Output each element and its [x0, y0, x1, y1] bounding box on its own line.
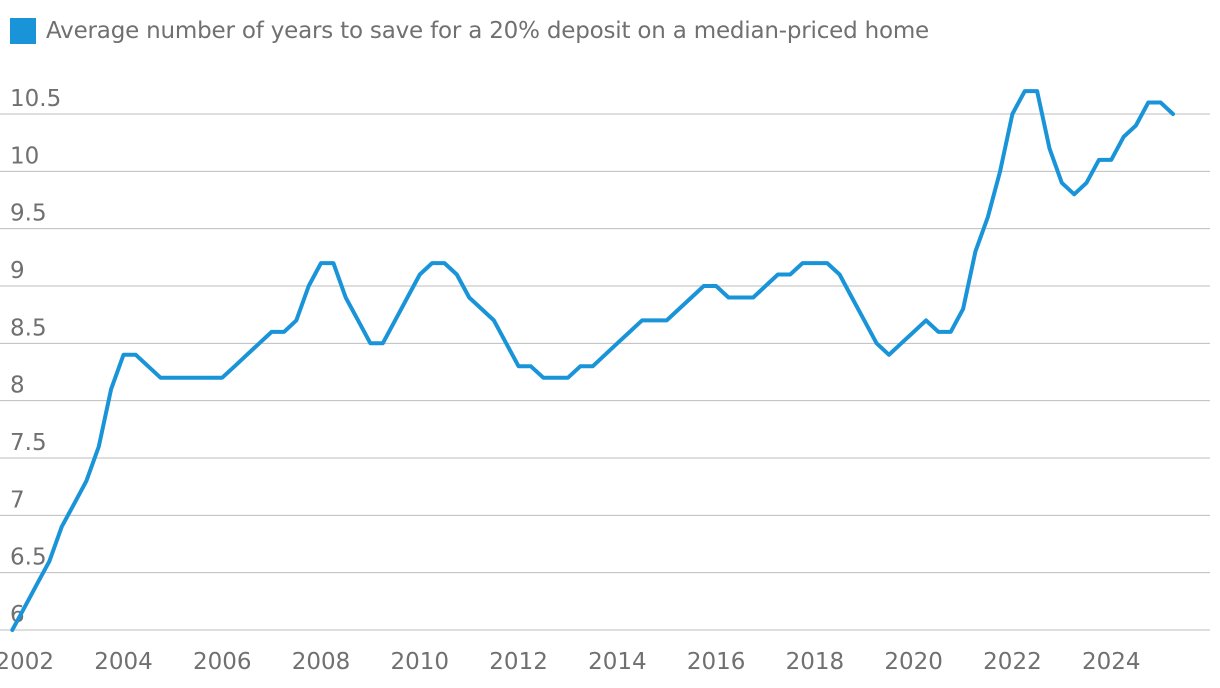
- x-tick-label: 2008: [292, 649, 351, 675]
- x-tick-label: 2010: [391, 649, 450, 675]
- x-tick-label: 2022: [983, 649, 1042, 675]
- series-line: [10, 89, 1175, 632]
- x-tick-label: 2020: [884, 649, 943, 675]
- x-tick-label: 2018: [786, 649, 845, 675]
- y-tick-label: 6.5: [10, 545, 47, 571]
- y-tick-label: 8.5: [10, 315, 47, 341]
- y-tick-label: 10.5: [10, 86, 61, 112]
- y-tick-label: 6: [10, 602, 25, 628]
- y-tick-label: 10: [10, 143, 39, 169]
- y-tick-label: 7: [10, 487, 25, 513]
- y-tick-label: 9: [10, 258, 25, 284]
- x-tick-label: 2024: [1082, 649, 1141, 675]
- legend-swatch: [10, 18, 36, 44]
- x-tick-label: 2006: [193, 649, 252, 675]
- y-tick-label: 8: [10, 373, 25, 399]
- x-tick-label: 2014: [588, 649, 647, 675]
- x-axis-labels: 2002 2004 2006 2008 2010 2012 2014 2016 2018 2020…: [0, 649, 1140, 675]
- legend: Average number of years to save for a 20…: [10, 16, 929, 46]
- x-tick-label: 2016: [687, 649, 746, 675]
- legend-label: Average number of years to save for a 20…: [46, 18, 930, 44]
- series-group: [10, 89, 1175, 632]
- y-tick-label: 9.5: [10, 201, 47, 227]
- y-tick-label: 7.5: [10, 430, 47, 456]
- x-tick-label: 2012: [489, 649, 548, 675]
- x-tick-label: 2002: [0, 649, 54, 675]
- gridlines: [0, 113, 1210, 631]
- y-axis-labels: 6 6.5 7 7.5 8 8.5 9 9.5 10 10.5: [10, 86, 61, 628]
- x-tick-label: 2004: [94, 649, 153, 675]
